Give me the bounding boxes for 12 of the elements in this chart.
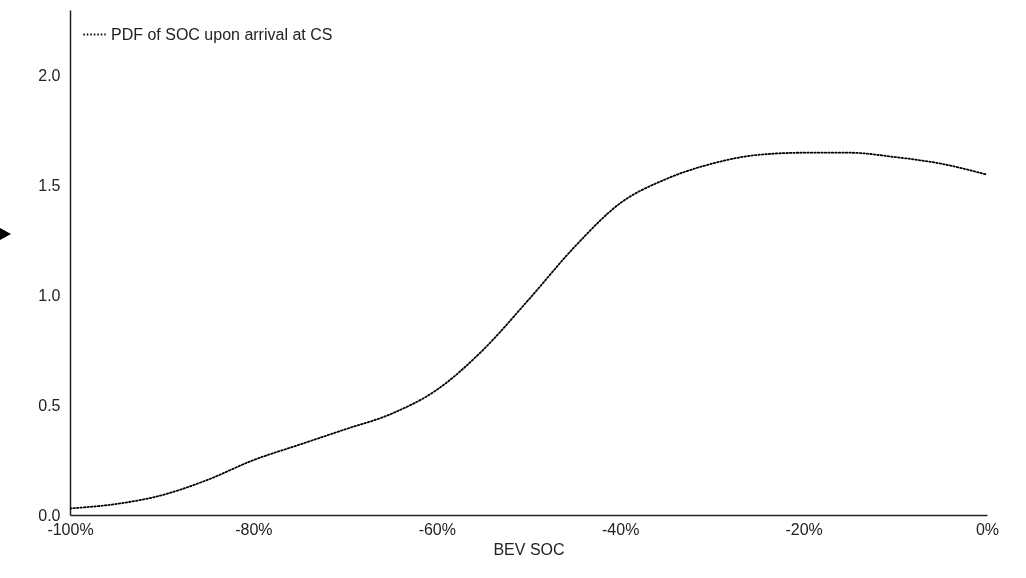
x-tick-label: -40% — [602, 520, 640, 538]
x-tick-label: -80% — [235, 520, 273, 538]
y-tick-label: 0.5 — [38, 396, 61, 414]
x-tick-label: -60% — [418, 520, 456, 538]
y-tick-label: 2.0 — [38, 67, 61, 85]
x-tick-label: -20% — [785, 520, 823, 538]
y-tick-label: 1.5 — [38, 177, 61, 195]
legend-label: PDF of SOC upon arrival at CS — [111, 25, 333, 43]
x-tick-label: 0% — [975, 520, 1000, 538]
line-series — [70, 151, 987, 510]
x-axis-title: BEV SOC — [493, 540, 565, 558]
y-tick-label: 1.0 — [38, 286, 61, 304]
